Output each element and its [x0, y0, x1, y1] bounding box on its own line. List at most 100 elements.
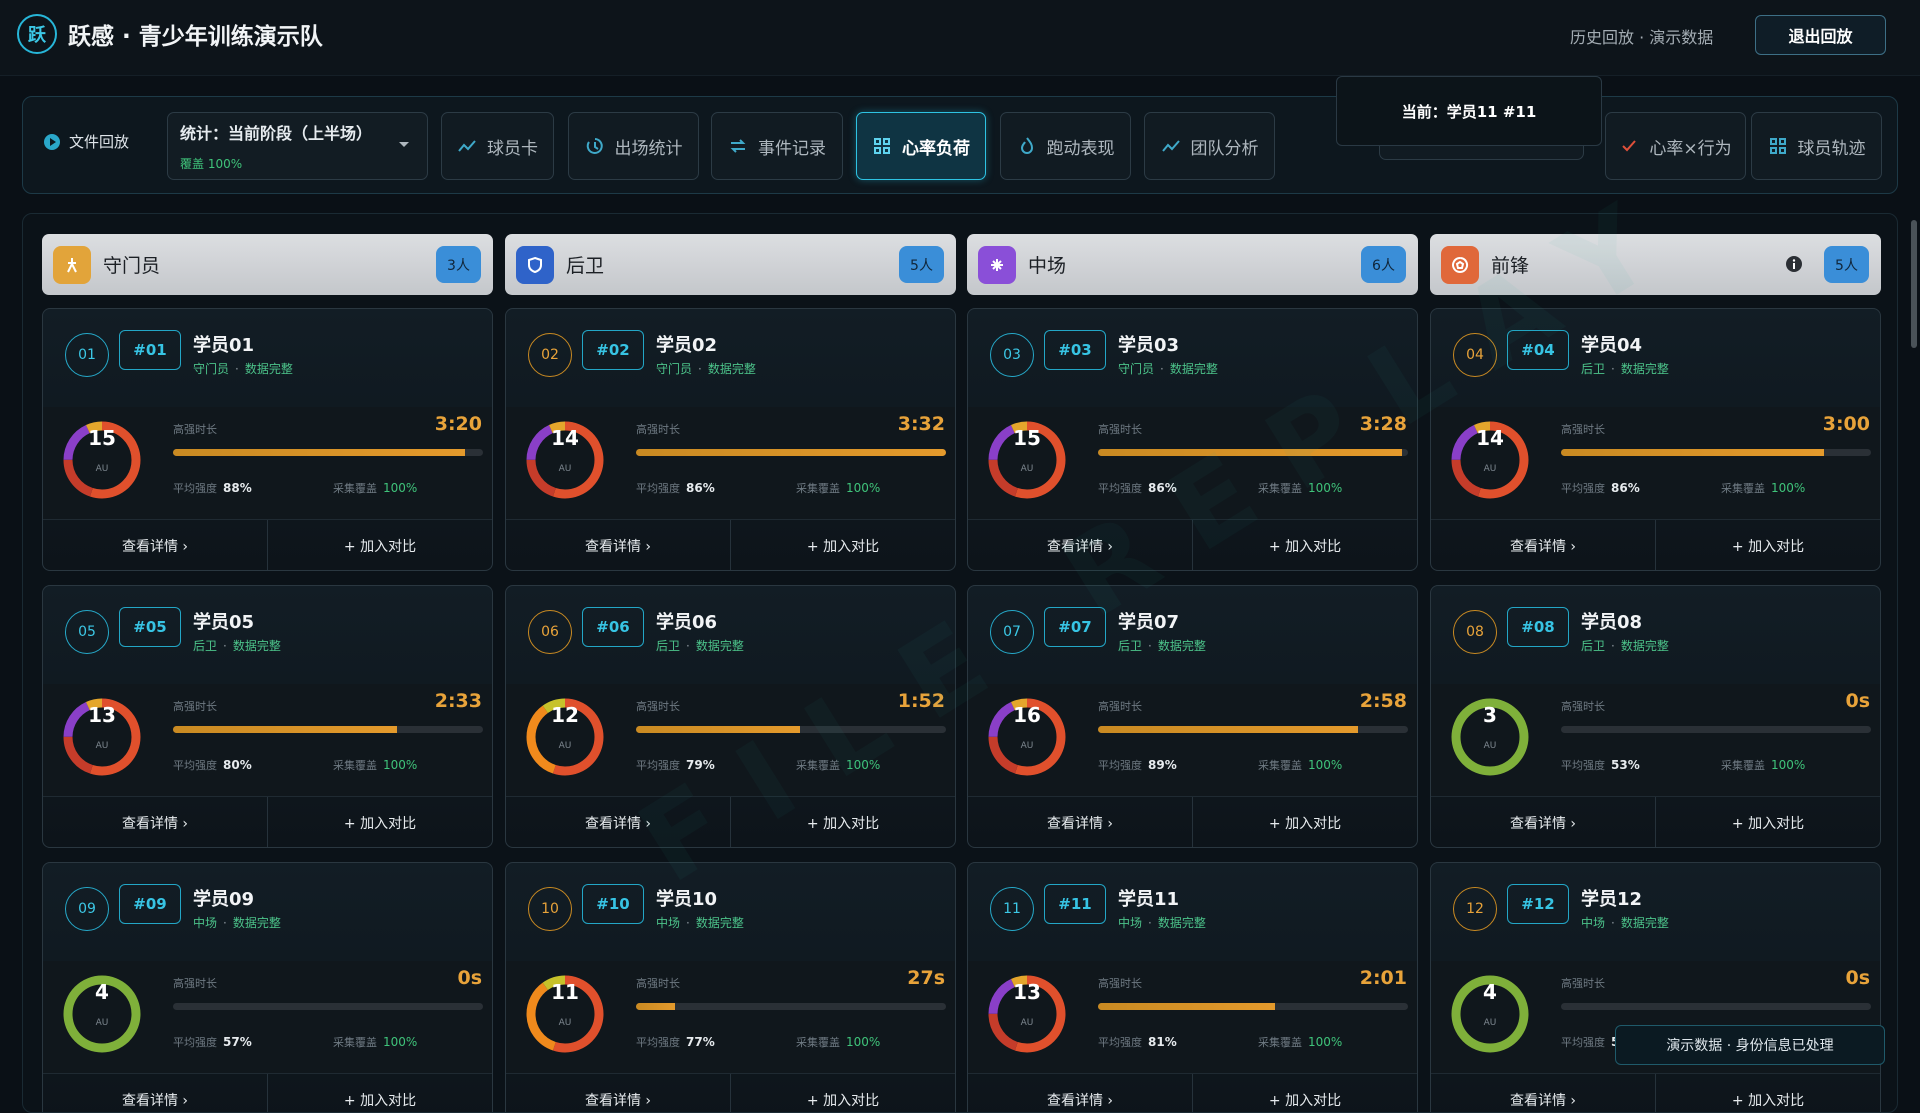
avg-label: 平均强度: [636, 482, 680, 495]
icon: [1769, 138, 1786, 154]
exit-button[interactable]: 退出回放: [1755, 15, 1886, 55]
load-unit: AU: [1020, 1018, 1034, 1028]
detail-link[interactable]: 查看详情 ›: [43, 520, 268, 570]
coverage: 采集覆盖 100%: [1258, 754, 1342, 773]
compare-button[interactable]: + 加入对比: [1268, 539, 1342, 555]
coverage: 采集覆盖 100%: [1258, 1031, 1342, 1050]
avg-label: 平均强度: [1561, 1036, 1605, 1049]
compare-button[interactable]: + 加入对比: [1268, 816, 1342, 832]
avg-intensity: 平均强度 88%: [173, 477, 252, 496]
jersey-tag: #02: [582, 330, 644, 370]
player-name: 学员08: [1581, 612, 1643, 633]
tab[interactable]: 球员卡: [441, 112, 554, 180]
player-meta: 后卫 · 数据完整: [1581, 637, 1669, 654]
coverage-value: 100%: [846, 758, 881, 772]
hi-label: 高强时长: [173, 423, 217, 436]
play-icon: [44, 133, 60, 150]
count-pill: 5人: [899, 246, 944, 283]
compare-button[interactable]: + 加入对比: [343, 816, 417, 832]
avg-value: 88%: [223, 481, 252, 495]
player-card: 12#12学员12中场·数据完整4AU高强时长0s平均强度5采集覆盖100%查看…: [1430, 862, 1881, 1112]
info-icon[interactable]: [1785, 255, 1803, 273]
avg-label: 平均强度: [1098, 482, 1142, 495]
position-header[interactable]: 中场 6人: [967, 234, 1418, 295]
player-meta: 守门员 · 数据完整: [1118, 360, 1218, 377]
load-unit: AU: [558, 1018, 572, 1028]
player-name: 学员05: [193, 612, 255, 633]
icon: [1020, 137, 1033, 154]
coverage-label: 采集覆盖: [1258, 482, 1302, 495]
compare-button[interactable]: + 加入对比: [1731, 539, 1805, 555]
ring-segment: [988, 421, 1066, 499]
player-name: 学员02: [656, 335, 718, 356]
hi-track: [1561, 449, 1871, 456]
stats-select[interactable]: 统计：当前阶段（上半场） 覆盖 100%: [167, 112, 428, 180]
load-ring: [1451, 975, 1529, 1053]
player-meta: 后卫 · 数据完整: [1118, 637, 1206, 654]
hi-duration: 27s: [907, 967, 945, 989]
tab[interactable]: 出场统计: [568, 112, 699, 180]
tab[interactable]: 团队分析: [1144, 112, 1275, 180]
detail-link[interactable]: 查看详情 ›: [1431, 797, 1656, 847]
hi-track: [1098, 726, 1408, 733]
hi-label: 高强时长: [173, 977, 217, 990]
player-name: 学员01: [193, 335, 255, 356]
position-icon: [978, 245, 1016, 284]
position-header[interactable]: 守门员 3人: [42, 234, 493, 295]
card-actions: 查看详情 › + 加入对比: [1431, 796, 1880, 847]
compare-button[interactable]: + 加入对比: [343, 539, 417, 555]
coverage-label: 采集覆盖: [333, 482, 377, 495]
avg-label: 平均强度: [1098, 759, 1142, 772]
coverage: 采集覆盖 100%: [333, 477, 417, 496]
icon: [1161, 140, 1180, 152]
load-ring: [63, 698, 141, 776]
coverage: 采集覆盖 100%: [333, 754, 417, 773]
status: 数据完整: [1157, 639, 1206, 653]
detail-link[interactable]: 查看详情 ›: [506, 520, 731, 570]
detail-link[interactable]: 查看详情 ›: [506, 797, 731, 847]
load-value: 4: [95, 980, 109, 1004]
hi-track: [173, 449, 483, 456]
hi-duration: 2:01: [1359, 967, 1407, 989]
ring-segment: [988, 975, 1066, 1053]
detail-link[interactable]: 查看详情 ›: [1431, 520, 1656, 570]
hi-label: 高强时长: [1561, 977, 1605, 990]
hi-fill: [1098, 449, 1403, 456]
tab[interactable]: 事件记录: [711, 112, 843, 180]
coverage-value: 100%: [1771, 481, 1806, 495]
detail-link[interactable]: 查看详情 ›: [968, 797, 1193, 847]
compare-button[interactable]: + 加入对比: [806, 539, 880, 555]
file-replay[interactable]: 文件回放: [43, 131, 129, 152]
app-title: 跃感 · 青少年训练演示队: [68, 24, 323, 50]
icon: [1452, 256, 1469, 273]
avg-intensity: 平均强度 53%: [1561, 754, 1640, 773]
status: 数据完整: [695, 639, 744, 653]
hi-track: [1561, 1003, 1871, 1010]
ring-segment: [63, 698, 141, 776]
tab[interactable]: 球员轨迹: [1751, 112, 1882, 180]
tab[interactable]: 跑动表现: [1000, 112, 1131, 180]
ring-segment: [1451, 698, 1529, 776]
player-name: 学员11: [1118, 889, 1180, 910]
coverage: 采集覆盖 100%: [333, 1031, 417, 1050]
player-card: 03 #03 学员03 守门员 · 数据完整 15 AU 高强时长 3:28 平均强度 86% 采集覆盖…: [967, 308, 1418, 571]
role: 后卫: [1118, 639, 1143, 653]
load-unit: AU: [1483, 464, 1497, 474]
position-header[interactable]: 后卫 5人: [505, 234, 956, 295]
role: 中场: [1581, 916, 1606, 930]
compare-button[interactable]: + 加入对比: [1731, 816, 1805, 832]
hi-label: 高强时长: [1098, 977, 1142, 990]
tab[interactable]: 心率×行为: [1605, 112, 1746, 180]
detail-link[interactable]: 查看详情 ›: [968, 520, 1193, 570]
detail-link[interactable]: 查看详情 ›: [43, 797, 268, 847]
load-value: 12: [551, 703, 579, 727]
hi-track: [173, 1003, 483, 1010]
file-replay-label: 文件回放: [69, 133, 130, 151]
scrollbar[interactable]: [1911, 220, 1917, 348]
position-header[interactable]: 前锋 5人: [1430, 234, 1881, 295]
hi-fill: [1098, 726, 1359, 733]
hi-fill: [636, 449, 946, 456]
player-card: 02 #02 学员02 守门员 · 数据完整 14 AU 高强时长 3:32 平均强度 86% 采集覆盖…: [505, 308, 956, 571]
tab[interactable]: 心率负荷: [856, 112, 986, 180]
compare-button[interactable]: + 加入对比: [806, 816, 880, 832]
